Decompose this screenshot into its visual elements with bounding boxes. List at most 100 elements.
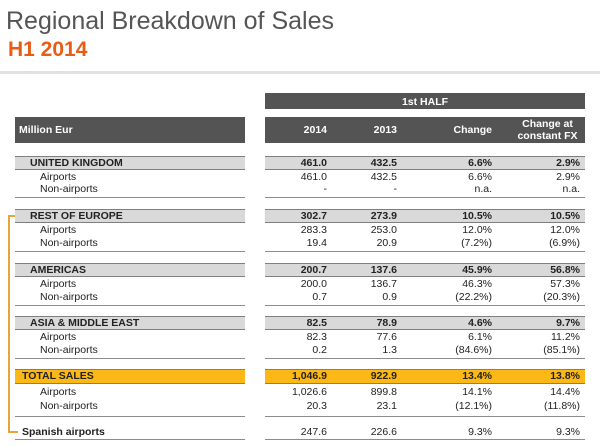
row-divider: [265, 358, 585, 359]
row-value: n.a.: [474, 183, 492, 195]
unit-label: Million Eur: [19, 124, 73, 136]
row-value: 136.7: [370, 278, 397, 290]
row-label: Non-airports: [40, 183, 98, 195]
row-value: (12.1%): [455, 400, 492, 412]
section-value: 200.7: [300, 264, 327, 276]
row-value: 899.8: [370, 386, 397, 398]
row-value: (6.9%): [549, 237, 580, 249]
spanish-airports-value: 247.6: [300, 426, 327, 438]
section-value: 78.9: [376, 317, 397, 329]
row-value: (85.1%): [543, 344, 580, 356]
row-value: 1,026.6: [291, 386, 327, 398]
section-value: 432.5: [370, 157, 397, 169]
row-value: 77.6: [376, 331, 397, 343]
row-value: -: [393, 183, 398, 195]
spanish-airports-label: Spanish airports: [22, 426, 105, 438]
row-label: Non-airports: [40, 237, 98, 249]
row-value: 14.4%: [550, 386, 580, 398]
total-value: 13.8%: [550, 370, 580, 382]
row-divider: [15, 305, 245, 306]
section-value: 56.8%: [550, 264, 580, 276]
section-label-europe: REST OF EUROPE: [30, 210, 123, 222]
total-value: 922.9: [370, 370, 397, 382]
col-header-change: Change: [453, 124, 492, 136]
title-divider: [0, 71, 600, 74]
col-header-change-fx-1: Change at: [522, 118, 573, 130]
row-label: Non-airports: [40, 344, 98, 356]
row-label: Airports: [40, 386, 77, 398]
col-header-change-fx-2: constant FX: [517, 130, 578, 142]
col-header-2014: 2014: [303, 124, 327, 136]
section-value: 10.5%: [550, 210, 580, 222]
row-divider: [15, 197, 245, 198]
row-label: Non-airports: [40, 400, 98, 412]
section-value: 302.7: [300, 210, 327, 222]
row-value: 6.6%: [468, 171, 492, 183]
row-value: 283.3: [300, 224, 327, 236]
section-value: 273.9: [370, 210, 397, 222]
total-value: 1,046.9: [291, 370, 327, 382]
row-value: 1.3: [382, 344, 397, 356]
row-divider: [15, 416, 245, 417]
section-value: 137.6: [370, 264, 397, 276]
page-subtitle: H1 2014: [8, 38, 88, 61]
row-divider: [15, 251, 245, 252]
row-value: 2.9%: [556, 171, 580, 183]
total-label: TOTAL SALES: [22, 370, 94, 382]
row-label: Non-airports: [40, 291, 98, 303]
row-value: 0.9: [382, 291, 397, 303]
row-value: 6.1%: [468, 331, 492, 343]
bracket-vertical: [8, 215, 10, 433]
row-value: 11.2%: [551, 331, 580, 343]
row-value: (11.8%): [544, 400, 580, 412]
row-value: 82.3: [306, 331, 327, 343]
column-header-bar-right: [265, 117, 585, 143]
row-value: 23.1: [376, 400, 397, 412]
section-bar-asia-right: [265, 316, 585, 330]
row-value: 57.3%: [550, 278, 580, 290]
total-bar-left: [15, 369, 245, 384]
section-bar-uk-left: [15, 156, 245, 170]
section-value: 4.6%: [468, 317, 492, 329]
row-value: 461.0: [300, 171, 327, 183]
section-value: 461.0: [300, 157, 327, 169]
section-bar-americas-right: [265, 263, 585, 277]
row-value: 253.0: [370, 224, 397, 236]
section-value: 10.5%: [462, 210, 492, 222]
row-divider: [15, 358, 245, 359]
bracket-bottom: [8, 431, 18, 433]
section-bar-americas-left: [15, 263, 245, 277]
row-label: Airports: [40, 331, 77, 343]
group-header-label: 1st HALF: [401, 96, 449, 108]
bracket-top: [8, 215, 18, 217]
section-value: 9.7%: [556, 317, 580, 329]
section-value: 2.9%: [556, 157, 580, 169]
section-value: 45.9%: [462, 264, 492, 276]
row-divider: [265, 416, 585, 417]
total-value: 13.4%: [462, 370, 492, 382]
row-divider: [265, 251, 585, 252]
row-value: 200.0: [300, 278, 327, 290]
col-header-2013: 2013: [373, 124, 397, 136]
row-value: 432.5: [370, 171, 397, 183]
row-value: 20.9: [376, 237, 397, 249]
section-value: 6.6%: [468, 157, 492, 169]
row-divider: [265, 305, 585, 306]
section-bar-europe-left: [15, 209, 245, 223]
row-divider: [265, 197, 585, 198]
row-value: (7.2%): [461, 237, 492, 249]
row-value: 12.0%: [550, 224, 580, 236]
row-value: 19.4: [306, 237, 327, 249]
spanish-airports-value: 226.6: [370, 426, 397, 438]
row-value: n.a.: [562, 183, 580, 195]
row-value: 0.2: [312, 344, 327, 356]
row-label: Airports: [40, 278, 77, 290]
row-value: (20.3%): [543, 291, 580, 303]
section-label-asia: ASIA & MIDDLE EAST: [30, 317, 140, 329]
row-value: (84.6%): [455, 344, 492, 356]
row-label: Airports: [40, 171, 77, 183]
row-divider: [15, 439, 245, 440]
section-bar-uk-right: [265, 156, 585, 170]
section-label-uk: UNITED KINGDOM: [30, 157, 123, 169]
